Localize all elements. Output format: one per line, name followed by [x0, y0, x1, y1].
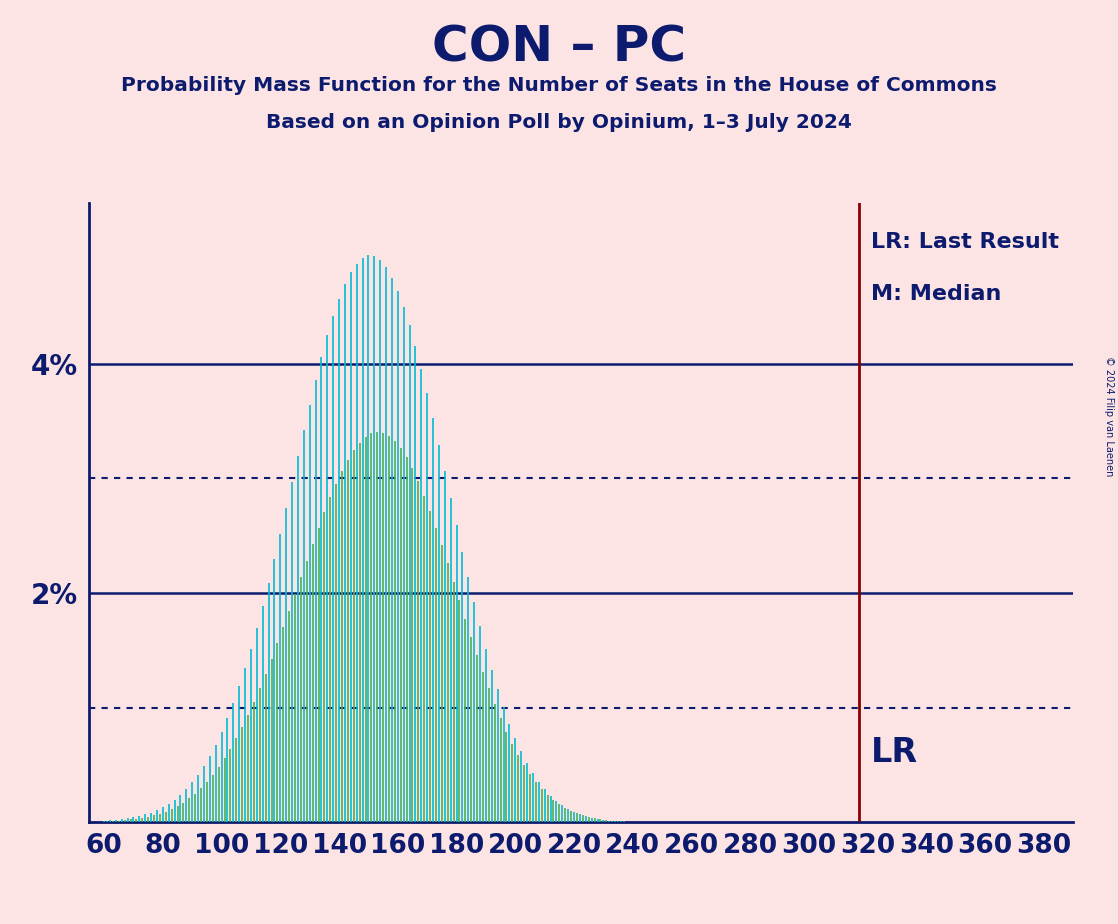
Text: M: Median: M: Median: [871, 284, 1001, 303]
Text: LR: LR: [871, 736, 918, 770]
Text: LR: Last Result: LR: Last Result: [871, 232, 1059, 252]
Text: © 2024 Filip van Laenen: © 2024 Filip van Laenen: [1105, 356, 1114, 476]
Text: CON – PC: CON – PC: [432, 23, 686, 71]
Text: Based on an Opinion Poll by Opinium, 1–3 July 2024: Based on an Opinion Poll by Opinium, 1–3…: [266, 113, 852, 132]
Text: Probability Mass Function for the Number of Seats in the House of Commons: Probability Mass Function for the Number…: [121, 76, 997, 95]
